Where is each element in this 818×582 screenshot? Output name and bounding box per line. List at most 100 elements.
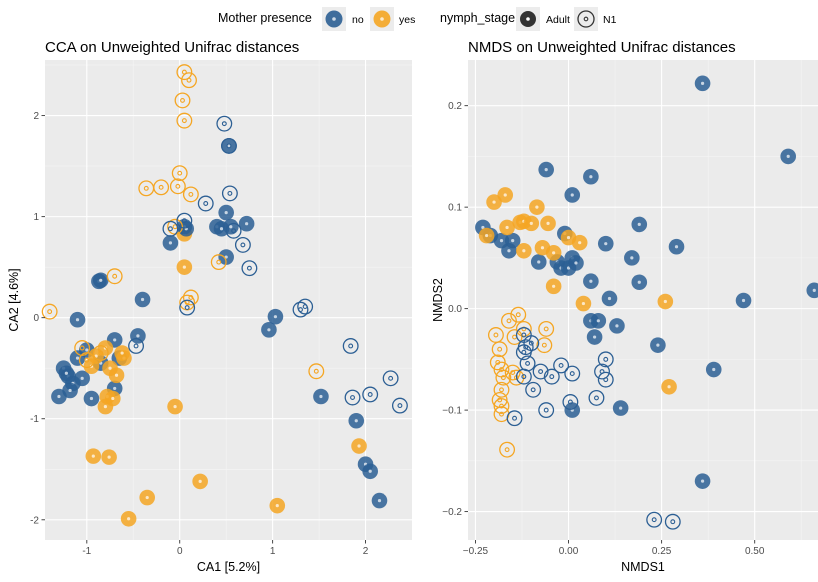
data-point-yes-adult <box>192 473 208 490</box>
y-tick-label: 2 <box>33 111 39 122</box>
legend-mother-title: Mother presence <box>218 11 312 25</box>
legend: Mother presence no yes nymph_stage Adult <box>218 7 617 31</box>
data-point-no-adult <box>313 388 329 405</box>
data-point-no-adult <box>735 292 752 309</box>
data-point-no-n1 <box>241 260 258 277</box>
y-tick-label: 0.2 <box>448 101 462 112</box>
data-point-no-adult <box>668 238 685 255</box>
data-point-yes-n1 <box>491 341 508 358</box>
data-point-yes-adult <box>167 398 183 415</box>
data-point-yes-adult <box>139 489 156 506</box>
data-point-yes-adult <box>545 278 562 295</box>
data-point-no-n1 <box>179 299 196 316</box>
data-point-yes-adult <box>101 449 117 465</box>
data-point-yes-adult <box>486 194 502 210</box>
data-point-yes-adult <box>575 295 592 312</box>
x-axis-label: CA1 [5.2%] <box>197 560 260 574</box>
data-point-no-n1 <box>382 370 399 387</box>
data-point-yes-n1 <box>41 303 58 320</box>
y-tick-label: -1 <box>30 414 39 425</box>
legend-key-adult <box>516 7 540 31</box>
x-tick-label: 0.00 <box>559 546 579 557</box>
x-tick-label: -1 <box>82 546 91 557</box>
data-point-no-adult <box>694 75 711 92</box>
legend-no-label: no <box>352 14 364 26</box>
data-point-yes-n1 <box>493 398 510 414</box>
data-point-no-adult <box>631 216 648 233</box>
data-point-yes-adult <box>540 215 556 232</box>
data-point-no-n1 <box>538 402 555 419</box>
data-point-yes-adult <box>529 199 545 215</box>
y-axis-label: NMDS2 <box>431 278 445 322</box>
legend-n1-swatch <box>577 10 595 28</box>
points-layer <box>41 64 408 527</box>
y-tick-label: 0.1 <box>448 203 462 214</box>
data-point-no-n1 <box>525 381 542 398</box>
data-point-yes-n1 <box>493 381 510 398</box>
data-point-no-n1 <box>506 410 523 427</box>
panel-background <box>468 60 818 540</box>
data-point-no-adult <box>564 187 581 203</box>
data-point-no-adult <box>223 218 239 235</box>
data-point-no-adult <box>267 308 284 325</box>
legend-key-yes <box>370 7 394 31</box>
data-point-no-adult <box>583 168 599 185</box>
data-point-yes-n1 <box>174 92 191 109</box>
data-point-no-n1 <box>297 298 314 315</box>
data-point-no-adult <box>650 337 666 353</box>
data-point-no-n1 <box>562 394 579 410</box>
data-point-yes-adult <box>351 438 367 454</box>
data-point-yes-adult <box>97 398 114 415</box>
panel-1: -1 0 1 2 -2 -1 0 1 2 CCA on Unweighted Unifrac di… <box>7 39 412 574</box>
data-point-yes-n1 <box>515 320 532 337</box>
panel-2: −0.25 0.00 0.25 0.50 −0.2 −0.1 0.0 0.1 0.2 NMDS o… <box>431 39 818 574</box>
points-layer <box>475 75 818 530</box>
legend-n1-label: N1 <box>603 14 617 26</box>
panel-title: CCA on Unweighted Unifrac distances <box>45 39 299 56</box>
x-tick-label: −0.25 <box>463 546 489 557</box>
x-axis-label: NMDS1 <box>621 560 665 574</box>
data-point-no-n1 <box>344 389 361 406</box>
data-point-no-adult <box>83 390 100 407</box>
data-point-no-adult <box>238 215 255 232</box>
data-point-no-n1 <box>664 513 681 530</box>
data-point-no-adult <box>806 282 818 299</box>
x-tick-label: 0.25 <box>652 546 672 557</box>
data-point-no-n1 <box>564 365 581 382</box>
data-point-no-adult <box>612 400 629 416</box>
y-tick-label: −0.1 <box>442 406 462 417</box>
data-point-yes-adult <box>478 227 495 244</box>
data-point-no-n1 <box>543 368 560 385</box>
data-point-no-adult <box>538 161 554 178</box>
data-point-no-n1 <box>646 511 663 528</box>
data-point-yes-adult <box>571 234 588 251</box>
legend-stage-title: nymph_stage <box>440 11 515 25</box>
data-point-no-adult <box>74 370 90 387</box>
data-point-yes-n1 <box>510 306 527 323</box>
data-point-no-n1 <box>523 335 540 352</box>
data-point-no-adult <box>261 322 277 338</box>
data-point-no-n1 <box>362 386 379 403</box>
data-point-no-n1 <box>162 220 179 237</box>
data-point-no-adult <box>694 473 711 489</box>
panels: -1 0 1 2 -2 -1 0 1 2 CCA on Unweighted Unifrac di… <box>7 39 818 574</box>
legend-adult-label: Adult <box>546 14 570 26</box>
data-point-no-n1 <box>128 338 145 354</box>
data-point-yes-adult <box>85 448 102 464</box>
data-point-yes-n1 <box>495 369 512 386</box>
data-point-yes-n1 <box>181 72 197 89</box>
data-point-no-adult <box>590 313 607 329</box>
data-point-no-n1 <box>221 185 238 202</box>
data-point-no-adult <box>601 290 618 307</box>
legend-key-no <box>322 7 346 31</box>
data-point-no-adult <box>583 273 599 290</box>
y-tick-label: -2 <box>30 515 39 526</box>
data-point-no-adult <box>624 250 640 266</box>
data-point-no-adult <box>58 365 75 382</box>
data-point-no-n1 <box>597 351 614 368</box>
data-point-no-n1 <box>197 195 214 212</box>
data-point-no-adult <box>162 235 179 251</box>
data-point-no-adult <box>504 232 521 249</box>
data-point-yes-n1 <box>106 268 123 285</box>
data-point-yes-adult <box>657 293 674 310</box>
